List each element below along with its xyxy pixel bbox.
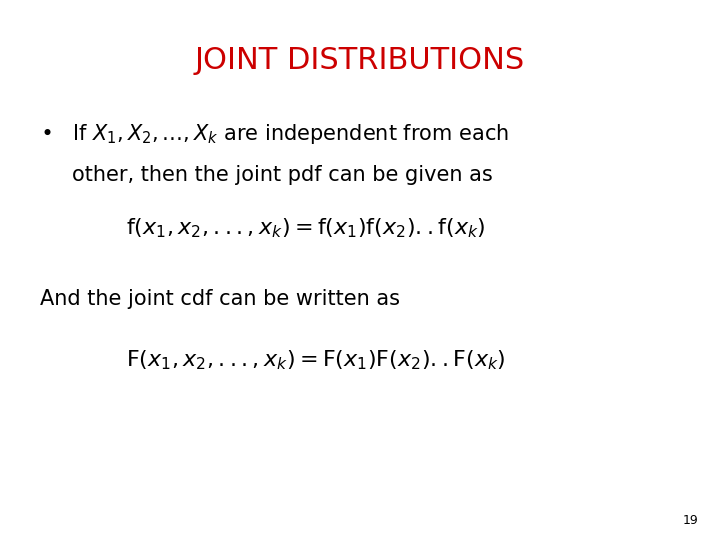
Text: If $\mathit{X}_1, \mathit{X}_2, \ldots, \mathit{X}_k$ are independent from each: If $\mathit{X}_1, \mathit{X}_2, \ldots, … — [72, 122, 509, 145]
Text: JOINT DISTRIBUTIONS: JOINT DISTRIBUTIONS — [195, 46, 525, 75]
Text: $\bullet$: $\bullet$ — [40, 122, 51, 141]
Text: And the joint cdf can be written as: And the joint cdf can be written as — [40, 289, 400, 309]
Text: 19: 19 — [683, 514, 698, 526]
Text: $\mathrm{F}(x_1, x_2, ..., x_k) = \mathrm{F}(x_1)\mathrm{F}(x_2)..\mathrm{F}(x_k: $\mathrm{F}(x_1, x_2, ..., x_k) = \mathr… — [126, 348, 505, 372]
Text: other, then the joint pdf can be given as: other, then the joint pdf can be given a… — [72, 165, 492, 185]
Text: $\mathrm{f}(x_1, x_2, ..., x_k) = \mathrm{f}(x_1)\mathrm{f}(x_2)..\mathrm{f}(x_k: $\mathrm{f}(x_1, x_2, ..., x_k) = \mathr… — [126, 216, 486, 240]
